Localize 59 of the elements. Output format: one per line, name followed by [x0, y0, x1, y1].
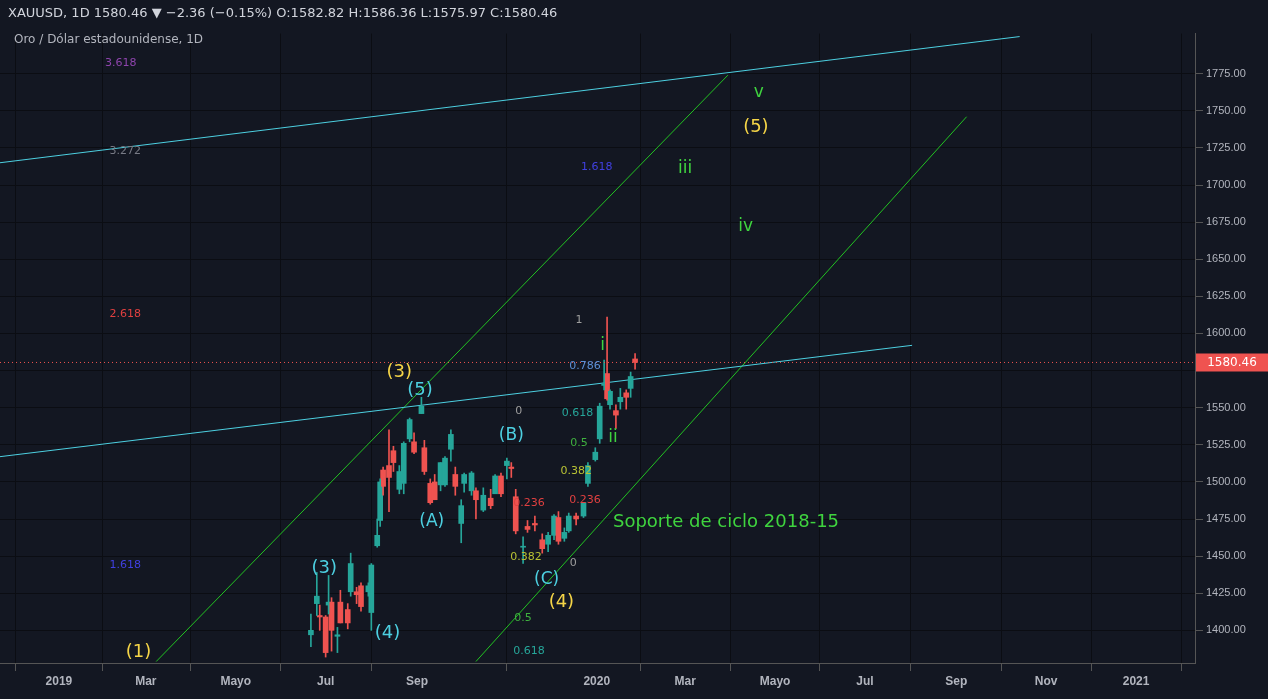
annotation: 1.618 — [109, 557, 141, 571]
ref-line-label: 1580.46 — [1207, 354, 1257, 369]
y-tick-label: 1450.00 — [1206, 549, 1246, 562]
y-tick-label: 1425.00 — [1206, 586, 1246, 599]
annotation: ii — [608, 425, 618, 446]
annotation: (A) — [419, 510, 445, 531]
annotation: (4) — [374, 620, 401, 642]
annotation: 3.272 — [109, 143, 141, 157]
annotation: (B) — [498, 424, 524, 445]
y-tick-label: 1600.00 — [1206, 326, 1246, 339]
y-tick-label: 1525.00 — [1206, 437, 1246, 450]
annotation: (3) — [386, 359, 413, 381]
y-tick-label: 1650.00 — [1206, 252, 1246, 265]
x-tick-label: Sep — [405, 673, 429, 688]
x-tick-label: Mar — [674, 673, 697, 688]
annotation: v — [753, 81, 764, 102]
annotation: 0.786 — [569, 358, 601, 372]
chart-title: Oro / Dólar estadounidense, 1D — [14, 32, 204, 46]
x-tick-label: Jul — [316, 673, 335, 688]
chart-subtitle: XAUUSD, 1D 1580.46 ▼ −2.36 (−0.15%) O:1582.82 H:1586.36 L:1575.97 C:1580.46 — [8, 4, 558, 22]
annotation: 1 — [575, 312, 583, 326]
y-tick-label: 1500.00 — [1206, 474, 1246, 487]
y-tick-label: 1750.00 — [1206, 103, 1246, 116]
annotation: (5) — [743, 114, 769, 136]
annotation: Soporte de ciclo 2018-15 — [612, 509, 840, 531]
annotation: iii — [678, 157, 693, 178]
x-tick-label: Mar — [135, 673, 157, 688]
annotation: 0 — [515, 403, 523, 417]
y-tick-label: 1725.00 — [1206, 140, 1246, 153]
y-tick-label: 1400.00 — [1206, 623, 1246, 636]
annotation: (3) — [311, 555, 337, 577]
annotation: 0.618 — [561, 406, 594, 420]
x-tick-label: 2020 — [583, 673, 611, 688]
annotation: 2.618 — [109, 307, 141, 321]
annotation: iv — [738, 215, 753, 235]
annotation: (1) — [125, 640, 152, 662]
annotation: 0.236 — [569, 492, 601, 506]
x-tick-label: Sep — [945, 673, 968, 688]
annotation: 0 — [569, 556, 577, 570]
x-tick-label: Mayo — [759, 673, 791, 688]
x-tick-label: 2021 — [1122, 673, 1150, 688]
y-tick-label: 1675.00 — [1206, 215, 1246, 228]
annotation: 1.618 — [581, 160, 613, 174]
x-tick-label: 2019 — [45, 673, 73, 688]
y-tick-label: 1550.00 — [1206, 400, 1246, 413]
x-tick-label: Jul — [856, 673, 874, 688]
annotation: (C) — [534, 568, 560, 589]
annotation: i — [600, 333, 606, 354]
x-tick-label: Mayo — [220, 673, 252, 688]
annotation: (4) — [548, 589, 575, 611]
y-tick-label: 1700.00 — [1206, 178, 1246, 191]
annotation: 0.5 — [514, 611, 532, 625]
y-tick-label: 1775.00 — [1206, 66, 1246, 79]
y-tick-label: 1475.00 — [1206, 512, 1246, 525]
annotation: 0.5 — [570, 436, 588, 450]
y-tick-label: 1625.00 — [1206, 289, 1246, 302]
annotation: 3.618 — [105, 56, 137, 70]
annotation: 0.618 — [513, 643, 545, 657]
x-tick-label: Nov — [1034, 673, 1058, 688]
